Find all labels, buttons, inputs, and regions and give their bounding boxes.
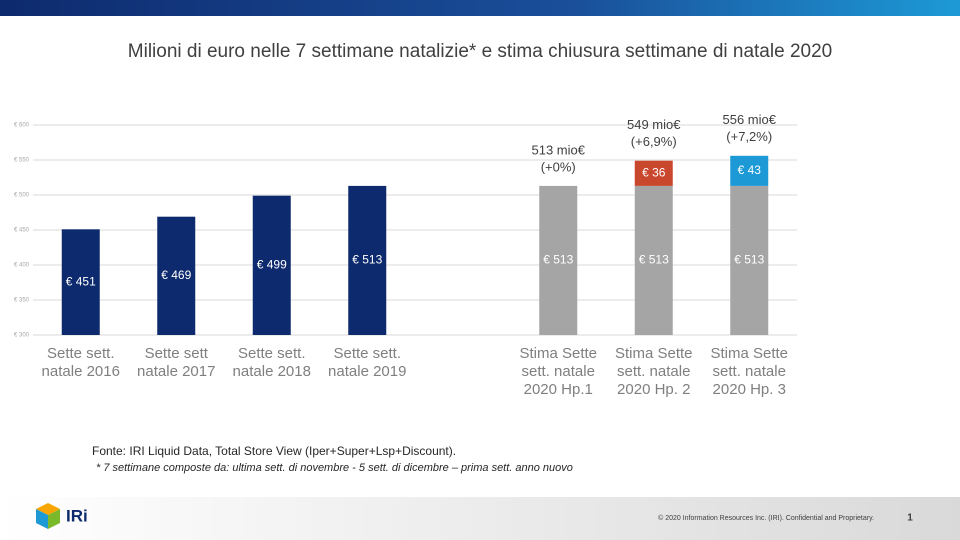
data-label: € 36 [642,165,666,179]
x-tick-label: sett. natale [713,363,786,380]
bar [730,185,769,335]
x-tick-label: 2020 Hp. 3 [713,381,786,398]
y-tick-label: € 350 [14,298,30,304]
chart-title: Milioni di euro nelle 7 settimane natali… [128,41,832,62]
data-label: € 43 [738,163,762,177]
x-tick-label: Stima Sette [710,345,788,362]
data-label: € 469 [161,268,191,282]
x-tick-label: natale 2018 [233,363,311,380]
top-label: (+7,2%) [726,129,772,144]
x-tick-label: natale 2016 [42,363,120,380]
x-tick-label: Sette sett. [333,345,401,362]
page-number: 1 [907,513,913,524]
data-label: € 513 [734,253,764,267]
x-tick-label: natale 2017 [137,363,215,380]
footer-band [0,497,960,540]
data-label: € 513 [639,253,669,267]
top-label: 556 mio€ [723,112,777,127]
data-label: € 451 [66,274,96,288]
bar [157,216,196,335]
x-tick-label: Sette sett [145,345,209,362]
note: * 7 settimane composte da: ultima sett. … [96,462,573,474]
x-tick-label: 2020 Hp. 2 [617,381,690,398]
y-tick-label: € 300 [14,333,30,339]
y-tick-label: € 400 [14,263,30,269]
x-tick-label: Stima Sette [519,345,597,362]
bar [634,160,673,186]
logo-icon [36,503,60,529]
bar [634,185,673,335]
data-label: € 499 [257,258,287,272]
x-tick-label: Sette sett. [47,345,115,362]
y-tick-label: € 500 [14,193,30,199]
copyright: © 2020 Information Resources Inc. (IRI).… [658,514,874,522]
plot: € 300 € 350 € 400 € 450 € 500 € 550 € 600 Sette… [14,112,797,398]
top-label: (+0%) [541,159,576,174]
y-tick-label: € 550 [14,158,30,164]
bar [252,195,291,335]
top-band [0,0,960,16]
data-label: € 513 [352,253,382,267]
x-tick-label: sett. natale [522,363,595,380]
x-tick-label: Sette sett. [238,345,306,362]
bar [61,229,100,335]
y-tick-label: € 450 [14,228,30,234]
bar [348,185,387,335]
y-tick-label: € 600 [14,123,30,129]
x-tick-label: 2020 Hp.1 [524,381,593,398]
source: Fonte: IRI Liquid Data, Total Store View… [92,444,456,458]
bar [539,185,578,335]
logo-text: IRi [66,506,88,525]
data-label: € 513 [543,253,573,267]
x-tick-label: natale 2019 [328,363,406,380]
x-tick-label: sett. natale [617,363,690,380]
top-label: (+6,9%) [631,134,677,149]
top-label: 549 mio€ [627,117,681,132]
top-label: 513 mio€ [532,142,586,157]
x-tick-label: Stima Sette [615,345,693,362]
bar [730,155,769,186]
